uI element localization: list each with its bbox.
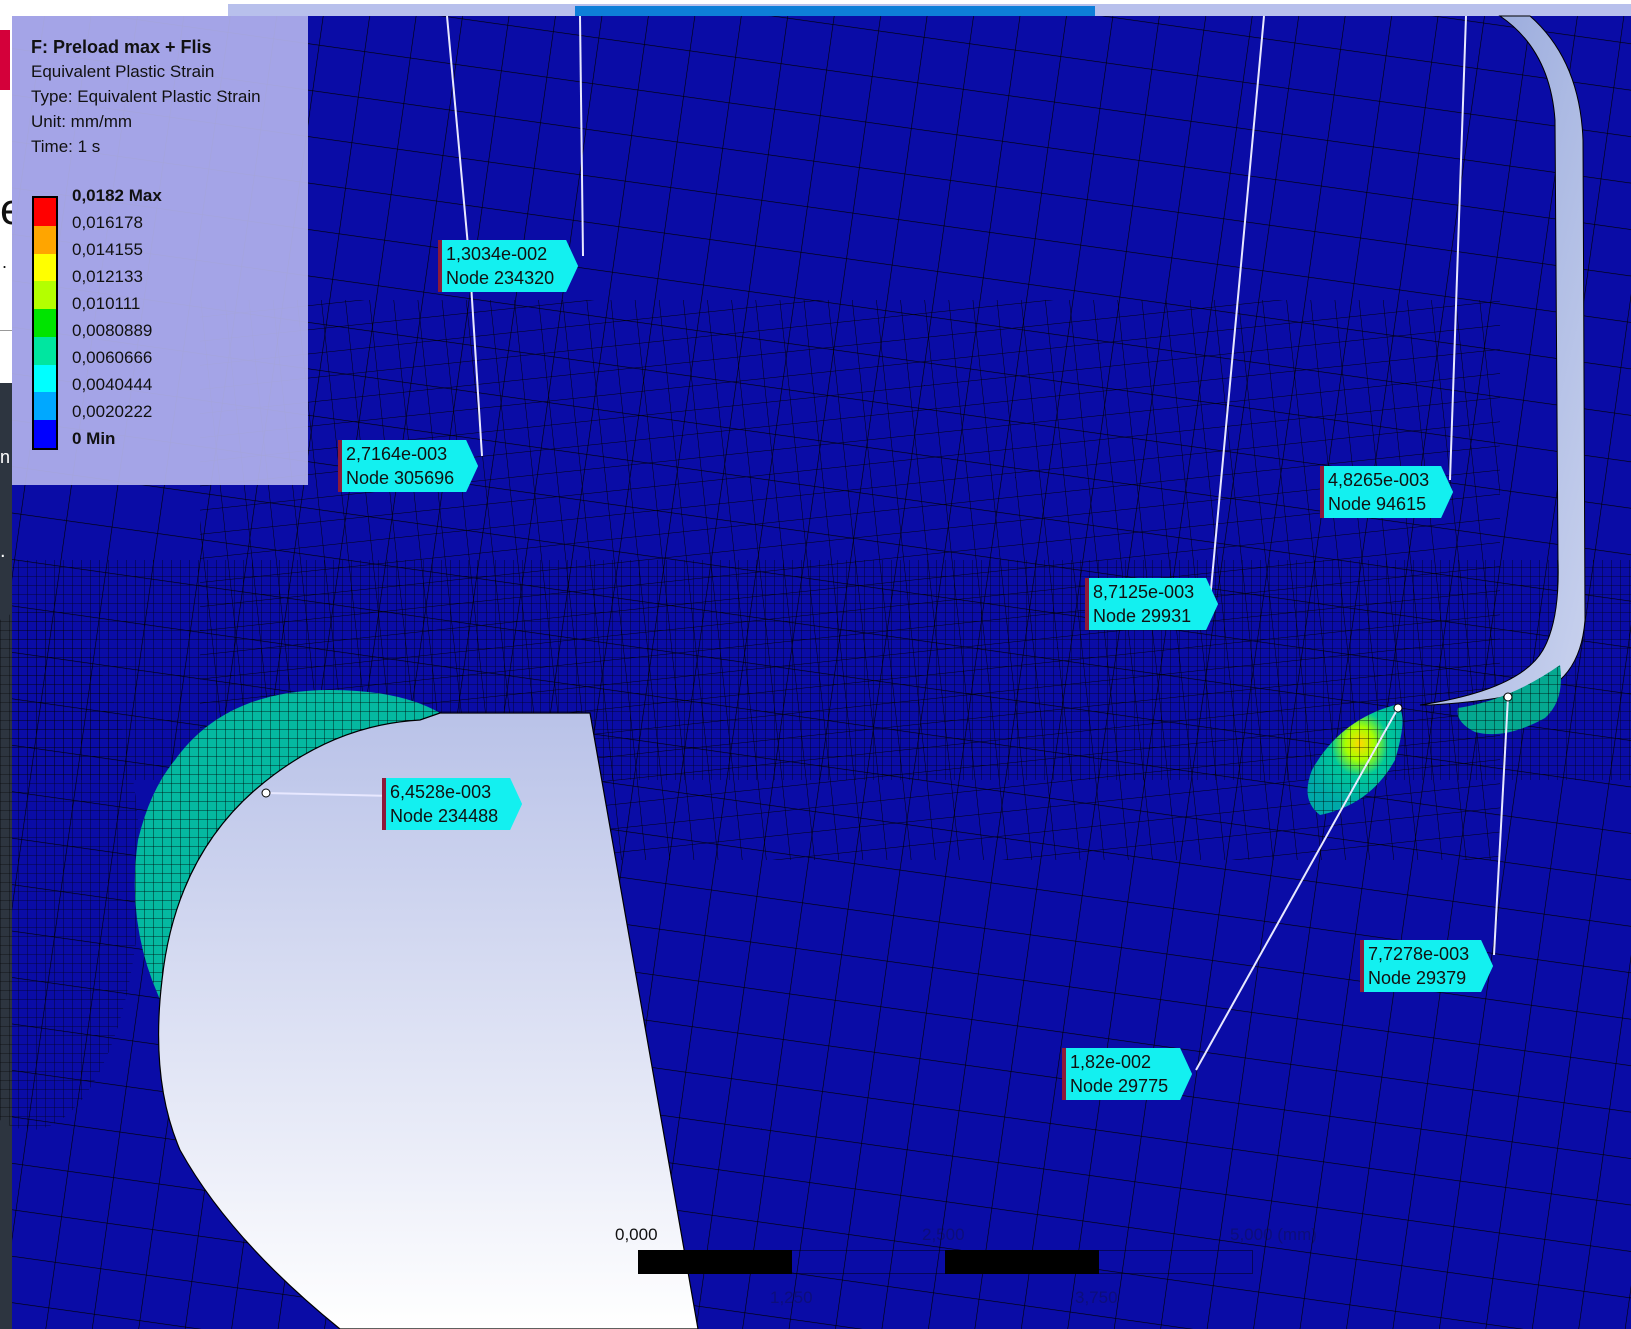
legend-level-label: 0 Min xyxy=(72,429,116,448)
probe-value: 2,7164e-003 xyxy=(346,444,448,464)
legend-level-label: 0,010111 xyxy=(72,294,141,313)
slot-surface xyxy=(1419,15,1586,706)
background-text-fragment: . xyxy=(2,252,8,272)
legend-color-swatch xyxy=(34,420,56,448)
probe-node: Node 234488 xyxy=(390,806,499,826)
scale-label: 3,750 xyxy=(1075,1288,1118,1307)
legend-color-swatch xyxy=(34,225,56,254)
legend-color-swatch xyxy=(34,198,56,226)
legend-level-label: 0,0060666 xyxy=(72,348,153,367)
background-divider xyxy=(0,330,12,331)
legend-level-label: 0,0182 Max xyxy=(72,186,162,205)
background-text-fragment: . xyxy=(0,540,6,562)
scale-bar-segment xyxy=(638,1250,792,1274)
probe-node: Node 29379 xyxy=(1368,968,1467,988)
legend-color-bar xyxy=(32,196,58,450)
bolt-hole-region xyxy=(157,712,699,1329)
probe-value: 7,7278e-003 xyxy=(1368,944,1470,964)
legend-unit: Unit: mm/mm xyxy=(31,112,133,131)
scale-bar-segment xyxy=(945,1250,1099,1274)
background-text-fragment: n xyxy=(0,447,11,467)
probe-leaders xyxy=(265,15,1509,1071)
mesh-grid-fine-left xyxy=(0,610,140,1130)
legend-color-swatch xyxy=(34,392,56,421)
probe-value: 6,4528e-003 xyxy=(390,782,492,802)
legend-color-swatch xyxy=(34,336,56,365)
legend-time: Time: 1 s xyxy=(31,137,101,156)
legend-level-label: 0,0040444 xyxy=(72,375,153,394)
probe-label[interactable]: 4,8265e-003 Node 94615 xyxy=(1320,466,1453,518)
probe-label[interactable]: 6,4528e-003 Node 234488 xyxy=(382,778,522,830)
probe-markers xyxy=(261,692,1513,798)
legend-level-label: 0,0080889 xyxy=(72,321,153,340)
result-legend[interactable]: F: Preload max + Flis Equivalent Plastic… xyxy=(12,16,308,485)
legend-level-label: 0,014155 xyxy=(72,240,143,259)
background-window-fragment xyxy=(0,30,10,90)
probe-label[interactable]: 1,3034e-002 Node 234320 xyxy=(438,240,578,292)
legend-level-label: 0,0020222 xyxy=(72,402,153,421)
legend-subtitle: Equivalent Plastic Strain xyxy=(31,62,215,81)
legend-color-swatch xyxy=(34,253,56,282)
legend-color-swatch xyxy=(34,364,56,393)
legend-color-swatch xyxy=(34,309,56,337)
scale-label: 2,500 xyxy=(922,1225,965,1244)
probe-node: Node 29775 xyxy=(1070,1076,1169,1096)
probe-node: Node 305696 xyxy=(346,468,455,488)
probe-label[interactable]: 2,7164e-003 Node 305696 xyxy=(338,440,478,492)
contact-band-left-mesh xyxy=(134,690,440,1010)
legend-title: F: Preload max + Flis xyxy=(31,37,212,57)
scale-label: 1,250 xyxy=(770,1288,813,1307)
probe-value: 4,8265e-003 xyxy=(1328,470,1430,490)
probe-value: 8,7125e-003 xyxy=(1093,582,1195,602)
probe-value: 1,82e-002 xyxy=(1070,1052,1152,1072)
probe-node: Node 234320 xyxy=(446,268,555,288)
scale-label: 5,000 (mm) xyxy=(1230,1225,1317,1244)
strain-hotspot-mesh xyxy=(1307,705,1403,815)
probe-label[interactable]: 7,7278e-003 Node 29379 xyxy=(1360,940,1493,992)
legend-level-label: 0,016178 xyxy=(72,213,143,232)
scale-label: 0,000 xyxy=(615,1225,658,1244)
probe-node: Node 94615 xyxy=(1328,494,1427,514)
legend-level-label: 0,012133 xyxy=(72,267,143,286)
legend-color-swatch xyxy=(34,281,56,310)
probe-value: 1,3034e-002 xyxy=(446,244,548,264)
probe-label[interactable]: 1,82e-002 Node 29775 xyxy=(1062,1048,1192,1100)
top-edge-strain-band xyxy=(575,6,1095,16)
probe-node: Node 29931 xyxy=(1093,606,1192,626)
legend-type: Type: Equivalent Plastic Strain xyxy=(31,87,261,106)
probe-label[interactable]: 8,7125e-003 Node 29931 xyxy=(1085,578,1218,630)
